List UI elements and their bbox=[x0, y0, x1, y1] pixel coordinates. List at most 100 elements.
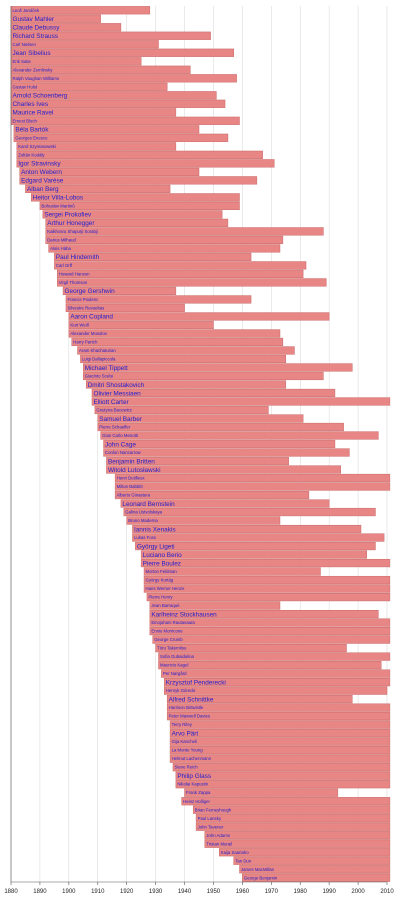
lifespan-bar bbox=[19, 176, 258, 185]
composer-label: Steve Reich bbox=[174, 765, 198, 770]
lifespan-bar bbox=[164, 678, 391, 687]
lifespan-bar bbox=[30, 193, 240, 202]
x-tick-label: 1880 bbox=[4, 889, 18, 895]
lifespan-bar bbox=[152, 635, 391, 644]
lifespan-bar bbox=[158, 661, 382, 670]
composer-label: Silvestre Revueltas bbox=[67, 305, 104, 310]
lifespan-bar bbox=[166, 712, 391, 721]
composer-label: Pierre Schaeffer bbox=[99, 425, 131, 430]
composer-label: Virgil Thomson bbox=[59, 280, 88, 285]
composer-label: Milton Babbitt bbox=[117, 484, 144, 489]
composer-label: Gian Carlo Menotti bbox=[102, 433, 138, 438]
composer-label: Gustav Mahler bbox=[13, 16, 55, 23]
composer-label: Philip Glass bbox=[177, 773, 211, 780]
composer-label: Béla Bartók bbox=[15, 127, 49, 134]
composer-label: Alois Hába bbox=[50, 246, 71, 251]
composer-label: Hans Werner Henze bbox=[146, 586, 185, 591]
lifespan-bar bbox=[45, 227, 324, 236]
lifespan-bar bbox=[45, 218, 229, 227]
composer-label: John Cage bbox=[105, 441, 136, 448]
composer-label: Harrison Birtwistle bbox=[169, 705, 204, 710]
composer-label: Witold Lutosławski bbox=[108, 467, 161, 474]
lifespan-bar bbox=[103, 439, 336, 449]
composer-label: Per Nørgård bbox=[163, 671, 187, 676]
composer-label: Ralph Vaughan Williams bbox=[13, 76, 60, 81]
lifespan-bar bbox=[106, 465, 341, 474]
lifespan-bar bbox=[169, 746, 391, 755]
lifespan-bar bbox=[149, 601, 281, 610]
x-tick-label: 2000 bbox=[351, 889, 365, 895]
composer-label: Jean Sibelius bbox=[13, 50, 51, 57]
composer-label: Carl Nielsen bbox=[13, 42, 37, 47]
composer-label: Maurice Ravel bbox=[13, 110, 54, 117]
composer-label: Alban Berg bbox=[27, 186, 59, 193]
composer-label: Sergei Prokofiev bbox=[44, 212, 92, 219]
composer-label: Zoltán Kodály bbox=[18, 152, 45, 157]
composer-label: Harry Partch bbox=[73, 339, 98, 344]
lifespan-bar bbox=[166, 703, 391, 712]
composer-label: Ernest Bloch bbox=[13, 118, 38, 123]
lifespan-bar bbox=[143, 575, 391, 585]
lifespan-bar bbox=[65, 295, 252, 304]
composer-label: George Benjamin bbox=[244, 875, 278, 880]
composer-label: Grażyna Bacewicz bbox=[96, 408, 132, 413]
lifespan-bar bbox=[13, 125, 200, 134]
composer-label: Carl Orff bbox=[56, 263, 73, 268]
lifespan-bar bbox=[140, 558, 391, 568]
composer-label: Edgard Varèse bbox=[21, 178, 64, 185]
lifespan-bar bbox=[169, 754, 391, 763]
composer-label: Heinz Holliger bbox=[183, 799, 210, 804]
lifespan-bar bbox=[114, 482, 391, 491]
lifespan-bar bbox=[48, 244, 281, 253]
composer-label: Conlon Nancarrow bbox=[105, 450, 141, 455]
lifespan-bar bbox=[39, 201, 240, 210]
composer-label: George Gershwin bbox=[65, 288, 116, 295]
x-tick-label: 1910 bbox=[91, 889, 105, 895]
x-tick-label: 1900 bbox=[62, 889, 76, 895]
lifespan-bar bbox=[71, 337, 284, 347]
lifespan-bar bbox=[25, 184, 171, 193]
composer-label: Benjamin Britten bbox=[108, 458, 155, 465]
composer-label: Alexander Mosolov bbox=[70, 331, 107, 336]
composer-label: Terry Riley bbox=[172, 722, 193, 727]
x-tick-label: 1980 bbox=[294, 889, 308, 895]
lifespan-bar bbox=[83, 371, 324, 381]
composer-label: Richard Strauss bbox=[13, 33, 58, 40]
lifespan-bar bbox=[42, 210, 223, 219]
lifespan-bar bbox=[192, 805, 391, 814]
lifespan-bar bbox=[57, 278, 327, 287]
lifespan-bar bbox=[169, 720, 391, 729]
lifespan-bar bbox=[146, 592, 391, 602]
composer-label: Paul Hindemith bbox=[56, 254, 100, 261]
lifespan-bar bbox=[45, 235, 284, 244]
composer-label: Alfred Schnittke bbox=[169, 696, 214, 703]
lifespan-bar bbox=[80, 354, 287, 364]
composer-label: Karlheinz Stockhausen bbox=[151, 611, 217, 618]
lifespan-bar bbox=[97, 422, 344, 432]
lifespan-bar bbox=[103, 448, 350, 457]
composer-label: Alexander Zemlinsky bbox=[13, 67, 54, 72]
lifespan-bar bbox=[132, 524, 362, 534]
lifespan-bar bbox=[149, 609, 379, 619]
composer-label: Brian Ferneyhough bbox=[195, 807, 232, 812]
lifespan-bar bbox=[164, 686, 388, 695]
lifespan-bar bbox=[100, 431, 379, 440]
lifespan-bar bbox=[62, 286, 177, 296]
composer-label: Anton Webern bbox=[21, 169, 62, 176]
composer-label: Iannis Xenakis bbox=[134, 526, 176, 533]
composer-label: Galina Ustvolskaya bbox=[125, 510, 162, 515]
lifespan-bar bbox=[123, 507, 376, 517]
x-tick-label: 1940 bbox=[178, 889, 192, 895]
composer-label: Leonard Bernstein bbox=[122, 501, 175, 508]
composer-label: La Monte Young bbox=[172, 748, 204, 753]
composer-label: Michael Tippett bbox=[85, 365, 128, 372]
composer-label: Helmut Lachenmann bbox=[172, 756, 212, 761]
lifespan-bar bbox=[114, 473, 391, 483]
lifespan-bar bbox=[143, 567, 321, 576]
composer-label: Arvo Pärt bbox=[172, 730, 199, 737]
composer-label: Luigi Dallapiccola bbox=[82, 356, 116, 361]
composer-label: Arthur Honegger bbox=[47, 220, 95, 227]
composer-label: Peter Maxwell Davies bbox=[169, 714, 210, 719]
composer-label: Aram Khachaturian bbox=[79, 348, 116, 353]
